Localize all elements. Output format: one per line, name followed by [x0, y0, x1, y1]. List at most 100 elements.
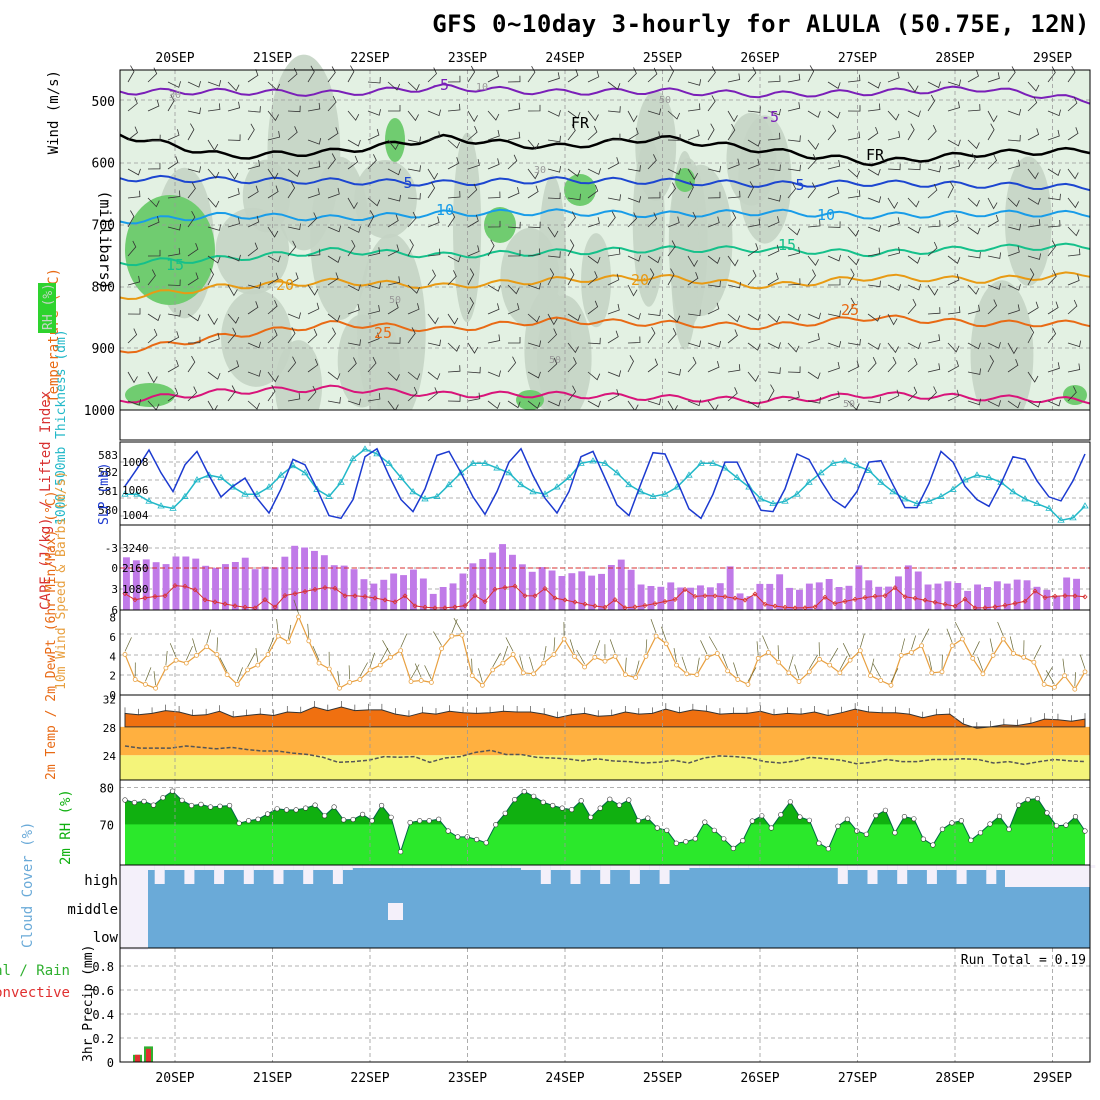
wind-barb [987, 299, 998, 315]
wind-barb [247, 106, 261, 113]
wind-barb [647, 108, 662, 116]
clear-high [620, 865, 630, 870]
wind-barb [707, 95, 716, 112]
wind-barb [327, 187, 340, 199]
wind-barb [207, 197, 220, 208]
wind-speed-marker [643, 654, 649, 659]
rain-legend: Total / Rain [0, 963, 70, 979]
wind-barb [547, 110, 561, 117]
thickness-marker [889, 488, 897, 495]
cape-bar [222, 564, 229, 610]
wind-barb-10m [972, 641, 980, 656]
wind-barb [547, 399, 561, 407]
wind-speed-marker [163, 665, 169, 671]
wind-barb [807, 139, 820, 151]
wind-barb [427, 269, 436, 286]
thickness-marker [961, 476, 969, 483]
wind-speed-marker [806, 669, 812, 675]
wind-barb [407, 303, 420, 315]
wind-barb [1027, 400, 1041, 408]
wind-speed-marker [653, 633, 659, 639]
wind-barb [487, 70, 500, 83]
rh-marker [711, 827, 717, 833]
clear-high [709, 865, 720, 868]
wind-barb [287, 168, 301, 178]
rh-marker [559, 805, 565, 811]
cloud-legend: Cloud Cover (%) [20, 822, 36, 948]
isotherm-25 [119, 314, 1091, 354]
clear-high [293, 865, 304, 870]
wind-barb [687, 272, 699, 286]
date-label-top: 22SEP [350, 51, 389, 66]
rh-marker [996, 813, 1003, 819]
wind-barb [967, 197, 980, 207]
wind-barb [287, 327, 296, 344]
cape-bar [815, 582, 823, 610]
wind-barb [1007, 159, 1021, 170]
wind-barb-10m [696, 657, 700, 672]
slp-legend: SLP (mb) [97, 462, 112, 525]
wind-barb [367, 109, 381, 116]
cape-bar [390, 573, 398, 610]
wind-barb [907, 123, 915, 141]
wind-barb-10m [169, 643, 177, 658]
wind-barb [907, 342, 921, 350]
li-marker [122, 591, 128, 597]
rh-marker [626, 797, 632, 803]
isotherm-label: 10 [436, 201, 454, 219]
wind-barb [1067, 197, 1079, 209]
wind-barb [707, 191, 721, 199]
wind-barb [847, 268, 855, 286]
wind-barb [667, 369, 681, 376]
wind-barb [287, 181, 296, 199]
wind-barb [287, 312, 301, 320]
wind-barb [127, 168, 141, 176]
wind-barb [627, 127, 639, 141]
date-label-bottom: 29SEP [1033, 1071, 1072, 1086]
clear-high [956, 865, 967, 884]
wind-barb [887, 131, 901, 141]
rh-marker [445, 828, 451, 834]
isotherm-20 [119, 271, 1091, 301]
wind-speed-marker [704, 654, 710, 660]
wind-speed-marker [275, 633, 281, 639]
wind-barb [607, 273, 620, 286]
wind-barb [727, 281, 741, 289]
wind-speed-marker [285, 639, 291, 645]
wind-speed-marker [949, 643, 955, 649]
li-marker [482, 599, 488, 605]
rh-marker [407, 819, 413, 826]
wind-barb [827, 186, 840, 199]
wind-barb [947, 159, 961, 170]
li-marker [282, 592, 288, 599]
wind-barb [327, 255, 341, 264]
wind-barb [407, 239, 414, 257]
wind-barb [167, 247, 181, 257]
thickness-marker [265, 483, 273, 490]
wind-barb [927, 386, 937, 402]
li-marker [392, 599, 398, 605]
wind-barb [447, 190, 461, 199]
rh-marker [455, 834, 461, 840]
rh-marker [806, 817, 813, 823]
wind-barb [927, 220, 941, 228]
wind-barb [127, 126, 138, 141]
wind-speed-marker [694, 672, 700, 678]
rh-marker [122, 797, 128, 803]
wind-barb [1007, 284, 1021, 291]
li-marker [562, 597, 568, 603]
wind-barb [807, 182, 816, 199]
wind-barb [967, 251, 981, 259]
li-marker [172, 583, 178, 589]
li-marker [142, 595, 148, 601]
wind-speed-marker [735, 677, 741, 682]
wind-barb [387, 371, 400, 381]
wind-barb [907, 197, 920, 208]
clear-high [897, 865, 908, 884]
wind-barb [987, 110, 998, 123]
wind-barb [727, 329, 738, 344]
wind-barb [907, 386, 918, 402]
wind-barb [527, 168, 539, 180]
wind-barb [327, 313, 341, 322]
wind-barb-10m [433, 631, 442, 646]
